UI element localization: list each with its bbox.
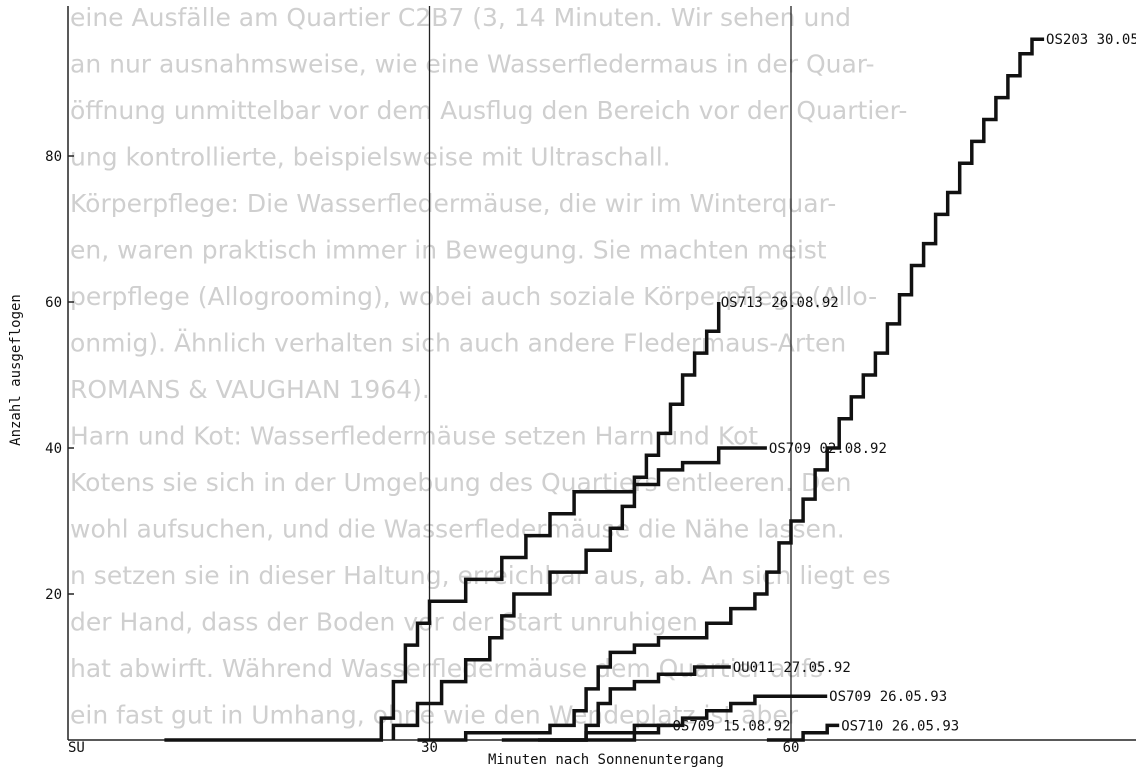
x-tick-label: SU xyxy=(68,740,85,756)
x-tick-label: 60 xyxy=(783,740,800,756)
background-text-line: der Hand, dass der Boden vor der Start u… xyxy=(70,608,698,637)
background-text-line: Körperpflege: Die Wasserfledermäuse, die… xyxy=(70,189,836,218)
series-line-3 xyxy=(417,37,1045,742)
background-text-line: n setzen sie in dieser Haltung, erreichb… xyxy=(70,561,891,590)
background-text-line: Kotens sie sich in der Umgebung des Quar… xyxy=(70,468,852,497)
series-label-6: OS709 15.08.92 xyxy=(673,718,791,734)
series-label-2: OS709 02.08.92 xyxy=(769,441,887,457)
background-text-line: onmig). Ähnlich verhalten sich auch ande… xyxy=(70,329,846,358)
series-line-4 xyxy=(501,665,731,742)
series-line-2 xyxy=(391,446,767,740)
y-axis-label: Anzahl ausgeflogen xyxy=(8,294,24,446)
series-line-7 xyxy=(766,723,840,742)
series-label-7: OS710 26.05.93 xyxy=(841,718,959,734)
y-tick-label: 80 xyxy=(45,149,62,165)
background-text-line: en, waren praktisch immer in Bewegung. S… xyxy=(70,236,827,265)
series-line-5 xyxy=(550,694,828,742)
series-line-6 xyxy=(538,723,671,742)
background-text-line: eine Ausfälle am Quartier C2B7 (3, 14 Mi… xyxy=(70,3,851,32)
series-lines xyxy=(164,37,1045,742)
background-text-line: Harn und Kot: Wasserfledermäuse setzen H… xyxy=(70,422,758,451)
y-tick-label: 20 xyxy=(45,587,62,603)
background-text-line: ROMANS & VAUGHAN 1964). xyxy=(70,375,430,404)
y-tick-label: 40 xyxy=(45,441,62,457)
x-axis-label: Minuten nach Sonnenuntergang xyxy=(488,752,724,768)
series-labels: OS713 26.08.92 OS709 02.08.92 OS203 30.05.… xyxy=(673,32,1136,734)
background-text-line: perpflege (Allogrooming), wobei auch soz… xyxy=(70,282,877,311)
series-label-3: OS203 30.05.92 xyxy=(1046,32,1136,48)
background-text-line: wohl aufsuchen, und die Wasserfledermäus… xyxy=(70,515,845,544)
tick-labels: SU 30 60 20 40 60 80 xyxy=(45,149,799,756)
background-text-line: öffnung unmittelbar vor dem Ausflug den … xyxy=(70,96,907,125)
background-text-line: an nur ausnahmsweise, wie eine Wasserfle… xyxy=(70,50,875,79)
x-tick-label: 30 xyxy=(421,740,438,756)
series-line-1 xyxy=(164,302,721,742)
series-label-1: OS713 26.08.92 xyxy=(721,295,839,311)
y-tick-label: 60 xyxy=(45,295,62,311)
background-text: eine Ausfälle am Quartier C2B7 (3, 14 Mi… xyxy=(70,3,907,730)
series-label-5: OS709 26.05.93 xyxy=(829,689,947,705)
series-label-4: OU011 27.05.92 xyxy=(733,660,851,676)
background-text-line: ung kontrollierte, beispielsweise mit Ul… xyxy=(70,143,671,172)
